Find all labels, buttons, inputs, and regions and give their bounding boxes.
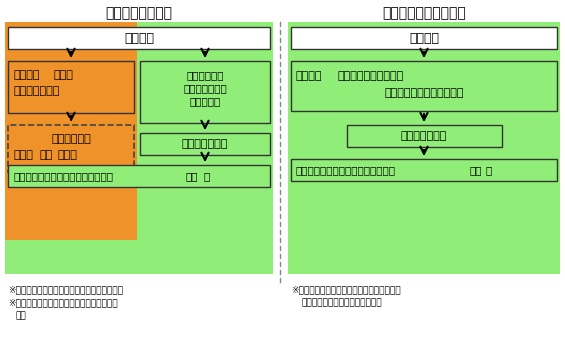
Text: 規定に適合しているか確認: 規定に適合しているか確認	[384, 88, 464, 98]
Bar	[8, 125, 134, 173]
Bar	[291, 159, 557, 181]
Text: ※工事着工時点で地区計画が守られる担保が: ※工事着工時点で地区計画が守られる担保が	[8, 298, 118, 308]
Text: 違反があれば: 違反があれば	[51, 134, 91, 144]
Text: を含め、建築基準関係: を含め、建築基準関係	[337, 71, 403, 81]
Text: （条例に定めた場合）: （条例に定めた場合）	[382, 6, 466, 20]
Text: 勧告（: 勧告（	[13, 150, 33, 160]
Text: 工事着工（違反建築には是正命令・: 工事着工（違反建築には是正命令・	[13, 171, 113, 181]
Text: いるか確認: いるか確認	[189, 96, 220, 106]
Text: 建築基準関係: 建築基準関係	[186, 70, 224, 80]
Text: ため、確実に地区計画が守られる: ため、確実に地区計画が守られる	[301, 298, 381, 308]
Bar	[8, 27, 270, 49]
Text: ）: ）	[486, 165, 492, 175]
Text: しているか確認: しているか確認	[13, 86, 59, 96]
Text: 確認済証の交付: 確認済証の交付	[401, 131, 447, 141]
Bar	[140, 133, 270, 155]
Text: 建築計画: 建築計画	[409, 31, 439, 44]
Text: 地区計画: 地区計画	[13, 70, 40, 80]
Bar	[346, 125, 502, 147]
Bar	[8, 61, 134, 113]
Text: 確認済証の交付: 確認済証の交付	[182, 139, 228, 149]
Bar	[140, 61, 270, 123]
Text: 工事着工（違反建築には是正命令・: 工事着工（違反建築には是正命令・	[296, 165, 396, 175]
Text: ）: ）	[203, 171, 209, 181]
Text: 規定に適合して: 規定に適合して	[183, 83, 227, 93]
Text: 地区計画: 地区計画	[296, 71, 323, 81]
Bar	[291, 61, 557, 111]
Bar	[291, 27, 557, 49]
Bar	[8, 165, 270, 187]
Bar	[5, 22, 273, 274]
Bar	[288, 22, 560, 274]
Text: 罰則: 罰則	[469, 165, 481, 175]
Text: ※地区計画の審査と建築確認が連動している: ※地区計画の審査と建築確認が連動している	[291, 285, 401, 295]
Bar	[5, 22, 137, 240]
Text: 罰則: 罰則	[186, 171, 198, 181]
Text: 罰則: 罰則	[40, 150, 53, 160]
Text: 建築計画: 建築計画	[124, 31, 154, 44]
Text: ない: ない	[15, 312, 26, 321]
Text: （今までの場合）: （今までの場合）	[106, 6, 172, 20]
Text: なし）: なし）	[57, 150, 77, 160]
Text: に適合: に適合	[54, 70, 74, 80]
Text: ※地区計画の審査と建築確認が連動していない: ※地区計画の審査と建築確認が連動していない	[8, 285, 123, 295]
